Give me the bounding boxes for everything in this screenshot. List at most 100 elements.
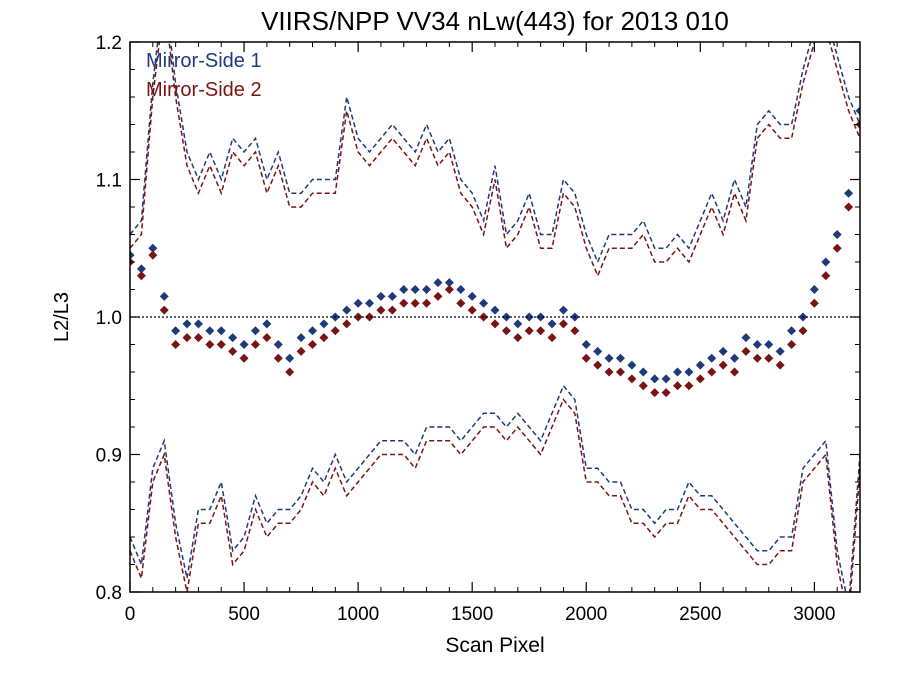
mirror-side-1-point (365, 298, 375, 308)
axes: 0 500 1000 1500 2000 2500 3000 0.8 0.9 1.0 1.1 1.2 (96, 33, 860, 625)
mirror-side-1-point (844, 188, 854, 198)
mirror-side-2-point (558, 319, 568, 329)
mirror-side-1-point (228, 333, 238, 343)
mirror-side-2-point (422, 298, 432, 308)
mirror-side-1-point (205, 326, 215, 336)
mirror-side-1-point (650, 374, 660, 384)
mirror-side-1-point (171, 326, 181, 336)
mirror-side-2-point (273, 353, 283, 363)
mirror-side-2-point (319, 333, 329, 343)
mirror-side-2-point (148, 250, 158, 260)
mirror-side-2-point (650, 388, 660, 398)
mirror-side-2-point (798, 326, 808, 336)
mirror-side-1-point (661, 374, 671, 384)
y-tick-label: 0.9 (96, 446, 122, 467)
plot-area (130, 42, 860, 592)
mirror-side-2-point (433, 291, 443, 301)
mirror-side-2-point (296, 346, 306, 356)
mirror-side-2-point (821, 271, 831, 281)
mirror-side-1-point (536, 312, 546, 322)
mirror-side-2-point (581, 353, 591, 363)
mirror-side-1-point (376, 291, 386, 301)
mirror-side-1-point (285, 353, 295, 363)
mirror-side-1-point (684, 367, 694, 377)
mirror-side-1-point (627, 360, 637, 370)
mirror-side-2-point (707, 367, 717, 377)
x-tick-label: 3000 (793, 604, 835, 625)
mirror-side-1-point (615, 353, 625, 363)
mirror-side-2-point (171, 340, 181, 349)
x-tick-label: 2500 (679, 604, 721, 625)
mirror-side-2-point (615, 367, 625, 377)
mirror-side-1-point (387, 291, 397, 301)
y-tick-label: 0.8 (96, 583, 122, 604)
mirror-side-1-point (148, 243, 158, 253)
mirror-side-1-point (855, 106, 860, 116)
mirror-side-2-point (444, 285, 454, 294)
x-tick-label: 1500 (451, 604, 493, 625)
mirror-side-2-point (159, 305, 169, 315)
mirror-side-1-point (730, 353, 740, 363)
mirror-side-1-point (809, 285, 819, 294)
y-tick-label: 1.1 (96, 171, 122, 192)
mirror-side-1-point (467, 291, 477, 301)
mirror-side-1-point (479, 298, 489, 308)
mirror-side-1-point (422, 285, 432, 294)
mirror-side-2-point (399, 298, 409, 308)
mirror-side-2-point (501, 326, 511, 336)
mirror-side-2-point (684, 381, 694, 391)
mirror-side-1-point (673, 367, 682, 377)
mirror-side-2-point (387, 305, 397, 315)
mirror-side-1-point (319, 319, 329, 329)
mirror-side-1-point (250, 326, 260, 336)
mirror-side-2-point (490, 319, 500, 329)
mirror-side-2-point (228, 346, 238, 356)
mirror-side-2-point (308, 340, 317, 349)
chart-title: VIIRS/NPP VV34 nLw(443) for 2013 010 (261, 6, 729, 36)
mirror-side-2-point (285, 367, 295, 377)
mirror-side-2-point (741, 346, 751, 356)
mirror-side-1-point (399, 285, 409, 294)
mirror-side-2-upper-line (130, 42, 860, 278)
x-tick-label: 1000 (337, 604, 379, 625)
mirror-side-2-lower-line (130, 398, 860, 592)
mirror-side-2-point (342, 319, 352, 329)
mirror-side-1-point (832, 230, 842, 239)
mirror-side-2-point (832, 243, 842, 253)
mirror-side-2-point (547, 333, 557, 343)
mirror-side-1-point (718, 346, 728, 356)
y-tick-label: 1.0 (96, 308, 122, 329)
x-tick-label: 500 (228, 604, 260, 625)
mirror-side-2-point (764, 353, 774, 363)
mirror-side-2-point (410, 298, 420, 308)
mirror-side-1-point (513, 319, 523, 329)
mirror-side-2-point (250, 340, 260, 349)
mirror-side-2-point (205, 340, 215, 349)
mirror-side-1-point (182, 319, 192, 329)
x-tick-label: 0 (125, 604, 136, 625)
y-tick-label: 1.2 (96, 33, 122, 54)
mirror-side-1-upper-line (130, 42, 860, 264)
mirror-side-1-point (262, 319, 272, 329)
legend: Mirror-Side 1 Mirror-Side 2 (146, 50, 262, 101)
mirror-side-1-point (787, 326, 797, 336)
mirror-side-1-point (159, 291, 169, 301)
mirror-side-1-point (130, 250, 135, 260)
mirror-side-2-point (730, 367, 740, 377)
mirror-side-1-point (604, 353, 614, 363)
mirror-side-2-point (456, 298, 466, 308)
mirror-side-2-point (536, 326, 546, 336)
mirror-side-1-point (342, 305, 352, 315)
mirror-side-1-point (695, 360, 705, 370)
mirror-side-2-point (661, 388, 671, 398)
mirror-side-2-point (809, 298, 819, 308)
mirror-side-2-point (752, 353, 762, 363)
mirror-side-2-point (604, 367, 614, 377)
mirror-side-1-point (308, 326, 317, 336)
mirror-side-1-point (296, 333, 306, 343)
x-axis-label: Scan Pixel (445, 634, 544, 657)
mirror-side-1-point (547, 319, 557, 329)
mirror-side-1-point (593, 346, 603, 356)
mirror-side-2-point (638, 381, 648, 391)
